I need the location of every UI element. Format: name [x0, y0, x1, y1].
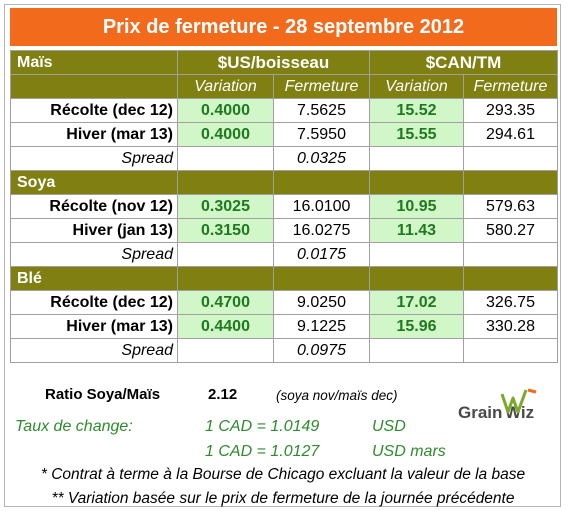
can-variation-cell: 15.52	[369, 98, 464, 123]
grainwiz-logo: Grain Wiz	[458, 386, 548, 426]
spread-value: 0.0975	[273, 338, 370, 363]
section-header-cell	[369, 266, 464, 291]
can-fermeture-header: Fermeture	[463, 74, 558, 99]
section-header-cell	[369, 170, 464, 195]
spread-blank	[177, 242, 274, 267]
us-variation-cell: 0.3150	[177, 218, 274, 243]
section-label: Soya	[10, 170, 178, 195]
ratio-value: 2.12	[208, 386, 238, 403]
section-header-cell	[273, 266, 370, 291]
spread-label: Spread	[10, 338, 178, 363]
section-header-row: Soya	[10, 170, 558, 195]
spread-row: Spread 0.0175	[10, 242, 558, 267]
spread-blank	[369, 146, 464, 171]
ratio-label: Ratio Soya/Maïs	[45, 386, 161, 403]
ratio-note: (soya nov/maïs dec)	[276, 388, 398, 403]
table-row: Récolte (nov 12) 0.3025 16.0100 10.95 579.63	[10, 194, 558, 219]
section-label: Blé	[10, 266, 178, 291]
can-unit-header: $CAN/TM	[369, 50, 558, 75]
spread-value: 0.0175	[273, 242, 370, 267]
section-header-cell	[463, 266, 558, 291]
can-fermeture-cell: 580.27	[463, 218, 558, 243]
contract-label: Hiver (jan 13)	[10, 218, 178, 243]
spread-blank	[463, 242, 558, 267]
exchange-label: Taux de change:	[15, 418, 133, 435]
spread-blank	[369, 242, 464, 267]
spread-label: Spread	[10, 242, 178, 267]
can-fermeture-cell: 326.75	[463, 290, 558, 315]
spread-row: Spread 0.0325	[10, 146, 558, 171]
column-header-blank	[10, 74, 178, 99]
contract-label: Hiver (mar 13)	[10, 314, 178, 339]
can-fermeture-cell: 330.28	[463, 314, 558, 339]
can-variation-cell: 11.43	[369, 218, 464, 243]
section-header-row: Blé	[10, 266, 558, 291]
can-variation-header: Variation	[369, 74, 464, 99]
footnote-1: * Contrat à terme à la Bourse de Chicago…	[40, 466, 526, 483]
us-variation-cell: 0.4700	[177, 290, 274, 315]
us-fermeture-cell: 7.5625	[273, 98, 370, 123]
spread-blank	[177, 146, 274, 171]
spread-row: Spread 0.0975	[10, 338, 558, 363]
svg-text:Grain: Grain	[458, 403, 502, 422]
can-variation-cell: 15.96	[369, 314, 464, 339]
section-header-cell	[177, 170, 274, 195]
section-header-cell	[463, 170, 558, 195]
table-row: Hiver (jan 13) 0.3150 16.0275 11.43 580.27	[10, 218, 558, 243]
us-variation-cell: 0.4400	[177, 314, 274, 339]
exchange-line2-value: 1 CAD = 1.0127	[205, 443, 320, 460]
exchange-line2-unit: USD mars	[372, 443, 446, 460]
contract-label: Récolte (dec 12)	[10, 290, 178, 315]
spread-blank	[463, 146, 558, 171]
price-table: Maïs $US/boisseau $CAN/TM Variation Ferme…	[10, 50, 558, 363]
table-row: Hiver (mar 13) 0.4400 9.1225 15.96 330.28	[10, 314, 558, 339]
contract-label: Récolte (dec 12)	[10, 98, 178, 123]
table-row: Hiver (mar 13) 0.4000 7.5950 15.55 294.61	[10, 122, 558, 147]
spread-value: 0.0325	[273, 146, 370, 171]
section-header-cell	[177, 266, 274, 291]
table-row: Récolte (dec 12) 0.4700 9.0250 17.02 326.75	[10, 290, 558, 315]
can-variation-cell: 17.02	[369, 290, 464, 315]
contract-label: Hiver (mar 13)	[10, 122, 178, 147]
footnote-2: ** Variation basée sur le prix de fermet…	[51, 490, 515, 507]
spread-blank	[463, 338, 558, 363]
page-title: Prix de fermeture - 28 septembre 2012	[10, 8, 557, 46]
can-fermeture-cell: 293.35	[463, 98, 558, 123]
us-fermeture-cell: 9.0250	[273, 290, 370, 315]
us-variation-header: Variation	[177, 74, 274, 99]
us-variation-cell: 0.3025	[177, 194, 274, 219]
can-variation-cell: 15.55	[369, 122, 464, 147]
spread-blank	[369, 338, 464, 363]
table-row: Récolte (dec 12) 0.4000 7.5625 15.52 293.35	[10, 98, 558, 123]
us-unit-header: $US/boisseau	[177, 50, 370, 75]
unit-header-row: Maïs $US/boisseau $CAN/TM	[10, 50, 558, 75]
spread-label: Spread	[10, 146, 178, 171]
section-label-mais: Maïs	[10, 50, 178, 75]
can-fermeture-cell: 294.61	[463, 122, 558, 147]
report-frame	[4, 4, 561, 507]
column-header-row: Variation Fermeture Variation Fermeture	[10, 74, 558, 99]
us-fermeture-cell: 7.5950	[273, 122, 370, 147]
can-fermeture-cell: 579.63	[463, 194, 558, 219]
contract-label: Récolte (nov 12)	[10, 194, 178, 219]
us-fermeture-cell: 9.1225	[273, 314, 370, 339]
us-fermeture-cell: 16.0275	[273, 218, 370, 243]
us-variation-cell: 0.4000	[177, 98, 274, 123]
exchange-line1-value: 1 CAD = 1.0149	[205, 418, 320, 435]
us-variation-cell: 0.4000	[177, 122, 274, 147]
svg-text:Wiz: Wiz	[505, 403, 534, 422]
us-fermeture-cell: 16.0100	[273, 194, 370, 219]
section-header-cell	[273, 170, 370, 195]
exchange-line1-unit: USD	[372, 418, 406, 435]
can-variation-cell: 10.95	[369, 194, 464, 219]
us-fermeture-header: Fermeture	[273, 74, 370, 99]
spread-blank	[177, 338, 274, 363]
